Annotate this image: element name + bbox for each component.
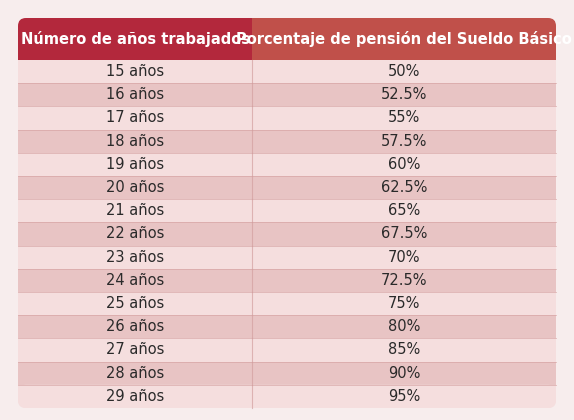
Text: 57.5%: 57.5%: [381, 134, 427, 149]
Bar: [18, 83, 556, 106]
Text: 24 años: 24 años: [106, 273, 164, 288]
Text: 23 años: 23 años: [106, 250, 164, 265]
Text: Número de años trabajados: Número de años trabajados: [21, 31, 250, 47]
Text: 16 años: 16 años: [106, 87, 164, 102]
Text: 25 años: 25 años: [106, 296, 164, 311]
Text: 70%: 70%: [388, 250, 420, 265]
Bar: [252, 18, 260, 60]
Text: 29 años: 29 años: [106, 389, 164, 404]
Bar: [18, 153, 556, 176]
Text: 50%: 50%: [388, 64, 420, 79]
Bar: [18, 176, 556, 199]
Text: 60%: 60%: [388, 157, 420, 172]
FancyBboxPatch shape: [18, 18, 556, 408]
Text: 17 años: 17 años: [106, 110, 164, 126]
Text: 20 años: 20 años: [106, 180, 164, 195]
FancyBboxPatch shape: [18, 385, 556, 408]
FancyBboxPatch shape: [18, 18, 252, 60]
Text: 52.5%: 52.5%: [381, 87, 427, 102]
Text: 90%: 90%: [388, 366, 420, 381]
Text: 22 años: 22 años: [106, 226, 164, 242]
Text: 95%: 95%: [388, 389, 420, 404]
Text: Porcentaje de pensión del Sueldo Básico: Porcentaje de pensión del Sueldo Básico: [236, 31, 572, 47]
Bar: [18, 60, 556, 83]
Bar: [18, 106, 556, 130]
Text: 55%: 55%: [388, 110, 420, 126]
Text: 80%: 80%: [388, 319, 420, 334]
Text: 15 años: 15 años: [106, 64, 164, 79]
Bar: [18, 362, 556, 385]
FancyBboxPatch shape: [252, 18, 556, 60]
Bar: [18, 339, 556, 362]
Bar: [18, 130, 556, 153]
Bar: [252, 52, 556, 60]
Text: 72.5%: 72.5%: [381, 273, 427, 288]
Bar: [18, 223, 556, 246]
Bar: [18, 52, 252, 60]
Text: 21 años: 21 años: [106, 203, 164, 218]
Bar: [18, 246, 556, 269]
Text: 67.5%: 67.5%: [381, 226, 427, 242]
Text: 75%: 75%: [388, 296, 420, 311]
Bar: [18, 292, 556, 315]
Text: 26 años: 26 años: [106, 319, 164, 334]
Bar: [18, 269, 556, 292]
Text: 85%: 85%: [388, 342, 420, 357]
Text: 62.5%: 62.5%: [381, 180, 427, 195]
Text: 19 años: 19 años: [106, 157, 164, 172]
Text: 65%: 65%: [388, 203, 420, 218]
Text: 18 años: 18 años: [106, 134, 164, 149]
Text: 27 años: 27 años: [106, 342, 164, 357]
Bar: [244, 18, 252, 60]
Text: 28 años: 28 años: [106, 366, 164, 381]
Bar: [18, 199, 556, 223]
Bar: [18, 315, 556, 339]
